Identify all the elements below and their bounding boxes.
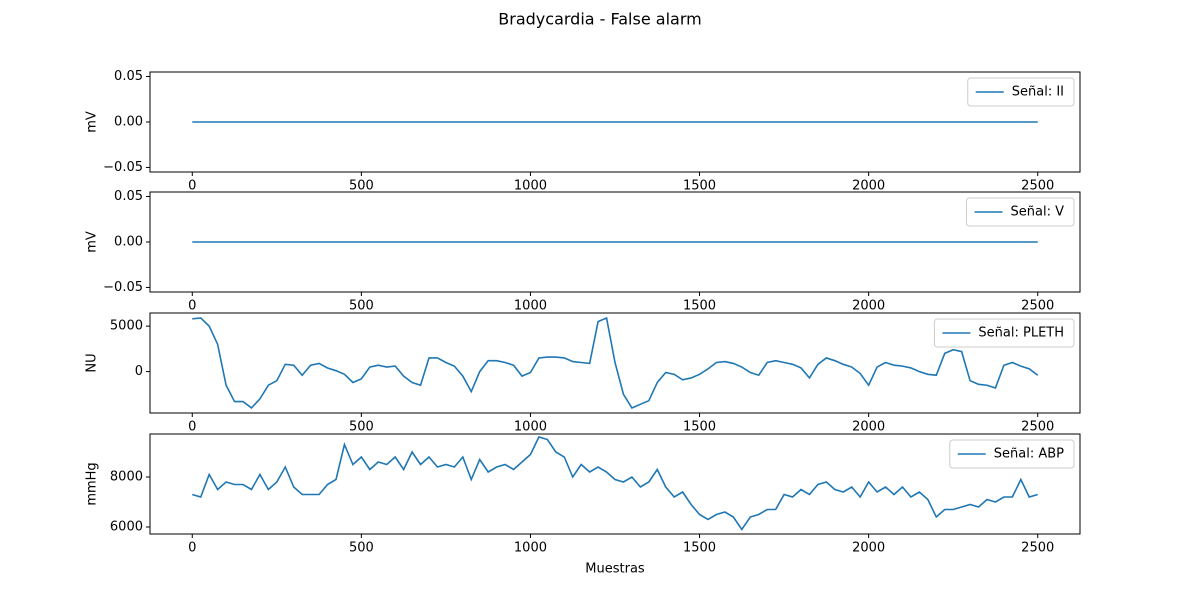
y-axis-label: mmHg (85, 462, 100, 505)
legend-box (949, 439, 1075, 469)
x-tick-label: 1000 (514, 179, 547, 194)
y-tick-label: −0.05 (103, 280, 143, 295)
x-tick-label: 1000 (514, 420, 547, 435)
x-tick-label: 2500 (1021, 541, 1054, 556)
x-tick-label: 500 (349, 420, 374, 435)
x-tick-label: 2000 (852, 420, 885, 435)
signal-line (192, 316, 1039, 410)
axes-frame (149, 71, 1081, 173)
axes-frame (149, 191, 1081, 293)
x-tick-label: 500 (349, 179, 374, 194)
y-tick-label: 6000 (110, 520, 143, 535)
x-tick-label: 0 (188, 541, 196, 556)
y-tick-label: 0.00 (114, 235, 143, 250)
x-axis-label: Muestras (585, 562, 645, 577)
legend-box (967, 77, 1075, 107)
legend-label: Señal: V (1011, 205, 1065, 220)
legend-label: Señal: ABP (994, 447, 1064, 462)
signal-line (192, 436, 1038, 531)
y-axis-label: NU (85, 353, 100, 372)
y-tick-label: 8000 (110, 470, 143, 485)
x-tick-label: 500 (349, 299, 374, 314)
legend: Señal: II (967, 77, 1075, 107)
x-tick-label: 1500 (683, 541, 716, 556)
legend: Señal: ABP (949, 439, 1075, 469)
figure-title: Bradycardia - False alarm (498, 10, 701, 29)
x-tick-label: 1500 (683, 299, 716, 314)
legend-label: Señal: II (1012, 85, 1064, 100)
axes-frame (149, 433, 1081, 535)
x-tick-label: 1000 (514, 299, 547, 314)
legend: Señal: PLETH (933, 318, 1075, 348)
y-tick-label: 5000 (110, 319, 143, 334)
x-tick-label: 2000 (852, 541, 885, 556)
x-tick-label: 500 (349, 541, 374, 556)
y-tick-label: 0 (135, 364, 143, 379)
legend-box (933, 318, 1075, 348)
y-tick-label: 0.05 (114, 69, 143, 84)
y-tick-label: −0.05 (103, 160, 143, 175)
x-tick-label: 0 (188, 179, 196, 194)
x-tick-label: 2500 (1021, 179, 1054, 194)
x-tick-label: 1500 (683, 179, 716, 194)
y-tick-label: 0.05 (114, 189, 143, 204)
y-tick-label: 0.00 (114, 115, 143, 130)
x-tick-label: 0 (188, 299, 196, 314)
x-tick-label: 0 (188, 420, 196, 435)
y-axis-label: mV (85, 231, 100, 253)
x-tick-label: 1000 (514, 541, 547, 556)
axes-frame (149, 312, 1081, 414)
x-tick-label: 2500 (1021, 299, 1054, 314)
y-axis-label: mV (85, 111, 100, 133)
legend: Señal: V (966, 197, 1075, 227)
x-tick-label: 2500 (1021, 420, 1054, 435)
legend-label: Señal: PLETH (978, 326, 1064, 341)
x-tick-label: 2000 (852, 299, 885, 314)
x-tick-label: 1500 (683, 420, 716, 435)
legend-box (966, 197, 1075, 227)
x-tick-label: 2000 (852, 179, 885, 194)
